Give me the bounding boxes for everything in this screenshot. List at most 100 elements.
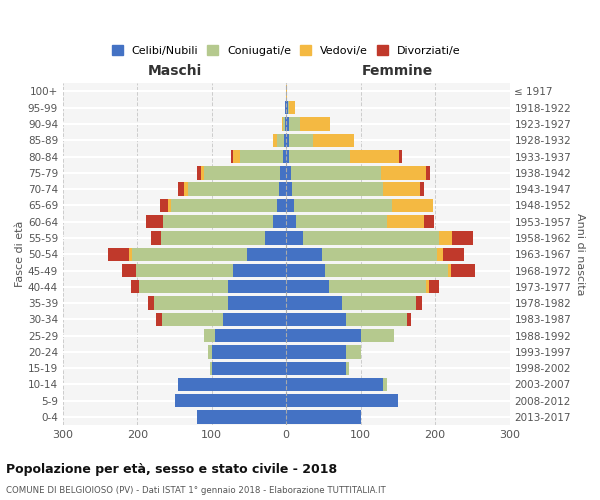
- Bar: [210, 362, 286, 375]
- Bar: [175, 394, 286, 407]
- Bar: [154, 296, 286, 310]
- Bar: [273, 215, 286, 228]
- Bar: [286, 329, 394, 342]
- Y-axis label: Fasce di età: Fasce di età: [15, 221, 25, 288]
- Bar: [286, 101, 295, 114]
- Bar: [284, 134, 286, 147]
- Bar: [160, 198, 286, 212]
- Bar: [168, 198, 286, 212]
- Bar: [286, 362, 346, 375]
- Bar: [286, 150, 289, 164]
- Bar: [197, 410, 286, 424]
- Bar: [197, 410, 286, 424]
- Bar: [200, 166, 286, 179]
- Bar: [286, 264, 475, 277]
- Bar: [286, 329, 394, 342]
- Bar: [286, 264, 325, 277]
- Bar: [286, 134, 354, 147]
- Bar: [129, 248, 286, 261]
- Bar: [197, 410, 286, 424]
- Bar: [286, 410, 361, 424]
- Bar: [205, 166, 286, 179]
- Bar: [162, 312, 286, 326]
- Bar: [286, 118, 330, 130]
- Bar: [286, 394, 398, 407]
- Text: Femmine: Femmine: [362, 64, 433, 78]
- Bar: [178, 182, 286, 196]
- Bar: [283, 118, 286, 130]
- Bar: [286, 134, 289, 147]
- Bar: [132, 248, 286, 261]
- Bar: [286, 280, 426, 293]
- Bar: [286, 215, 296, 228]
- Bar: [286, 312, 346, 326]
- Bar: [286, 85, 287, 98]
- Bar: [286, 182, 424, 196]
- Bar: [148, 296, 286, 310]
- Bar: [162, 312, 286, 326]
- Bar: [175, 394, 286, 407]
- Bar: [286, 166, 426, 179]
- Bar: [286, 248, 464, 261]
- Bar: [178, 378, 286, 391]
- Bar: [286, 182, 420, 196]
- Bar: [286, 345, 361, 358]
- Bar: [277, 134, 286, 147]
- Bar: [286, 394, 398, 407]
- Bar: [231, 150, 286, 164]
- Bar: [285, 101, 286, 114]
- Bar: [171, 198, 286, 212]
- Bar: [286, 248, 437, 261]
- Bar: [286, 182, 383, 196]
- Bar: [286, 215, 386, 228]
- Bar: [210, 362, 286, 375]
- Bar: [280, 166, 286, 179]
- Bar: [286, 118, 301, 130]
- Bar: [286, 198, 433, 212]
- Text: Popolazione per età, sesso e stato civile - 2018: Popolazione per età, sesso e stato civil…: [6, 462, 337, 475]
- Bar: [286, 378, 386, 391]
- Bar: [286, 296, 416, 310]
- Bar: [286, 248, 443, 261]
- Bar: [208, 345, 286, 358]
- Bar: [286, 101, 295, 114]
- Bar: [286, 150, 398, 164]
- Bar: [122, 264, 286, 277]
- Y-axis label: Anni di nascita: Anni di nascita: [575, 213, 585, 296]
- Bar: [286, 150, 401, 164]
- Bar: [228, 296, 286, 310]
- Bar: [286, 394, 398, 407]
- Bar: [223, 312, 286, 326]
- Bar: [286, 101, 287, 114]
- Bar: [286, 329, 361, 342]
- Bar: [146, 215, 286, 228]
- Bar: [286, 410, 361, 424]
- Bar: [286, 215, 434, 228]
- Bar: [247, 248, 286, 261]
- Bar: [197, 410, 286, 424]
- Bar: [208, 345, 286, 358]
- Bar: [286, 215, 424, 228]
- Bar: [131, 280, 286, 293]
- Bar: [197, 166, 286, 179]
- Bar: [286, 264, 451, 277]
- Bar: [286, 362, 349, 375]
- Text: Maschi: Maschi: [148, 64, 202, 78]
- Bar: [286, 198, 392, 212]
- Bar: [156, 312, 286, 326]
- Bar: [286, 345, 361, 358]
- Bar: [282, 118, 286, 130]
- Bar: [282, 118, 286, 130]
- Bar: [108, 248, 286, 261]
- Bar: [286, 280, 439, 293]
- Bar: [286, 378, 386, 391]
- Bar: [285, 101, 286, 114]
- Bar: [286, 264, 448, 277]
- Bar: [283, 150, 286, 164]
- Bar: [286, 150, 350, 164]
- Bar: [286, 118, 289, 130]
- Bar: [161, 232, 286, 244]
- Bar: [136, 264, 286, 277]
- Bar: [163, 215, 286, 228]
- Bar: [154, 296, 286, 310]
